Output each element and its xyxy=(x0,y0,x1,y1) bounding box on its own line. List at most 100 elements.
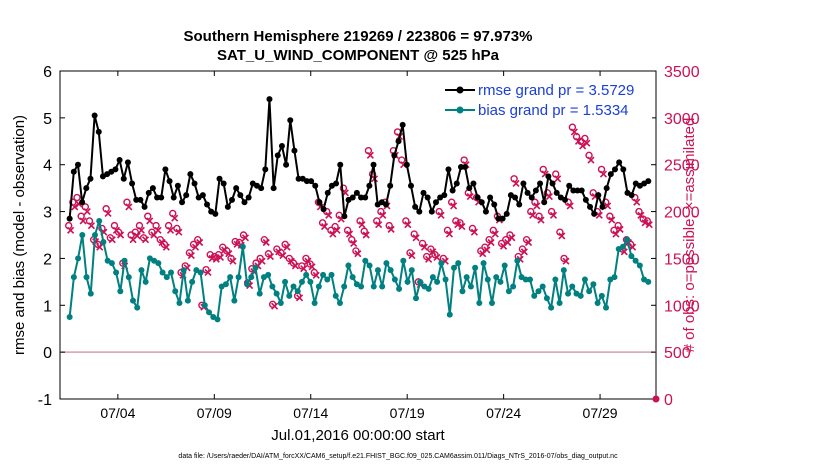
rmse-point xyxy=(266,96,273,103)
bias-point xyxy=(396,285,403,292)
chart-title-line-1: Southern Hemisphere 219269 / 223806 = 97… xyxy=(184,28,533,45)
obs-possible-marker xyxy=(402,217,410,225)
bias-series xyxy=(66,217,652,323)
bias-point xyxy=(581,276,588,283)
obs-assimilated-marker xyxy=(137,226,145,234)
bias-point xyxy=(611,274,618,281)
bias-point xyxy=(624,236,631,243)
obs-assimilated-marker xyxy=(470,228,478,236)
rmse-point xyxy=(303,178,310,185)
rmse-point xyxy=(308,178,315,185)
obs-assimilated-stroke xyxy=(554,175,562,183)
obs-possible-marker xyxy=(589,189,597,197)
footer-data-file: data file: /Users/raeder/DAI/ATM_forcXX/… xyxy=(178,453,618,460)
rmse-point xyxy=(553,189,560,196)
rmse-point xyxy=(91,112,98,119)
bias-point xyxy=(489,299,496,306)
rmse-point xyxy=(145,189,152,196)
rmse-point xyxy=(228,196,235,203)
rmse-point xyxy=(337,161,344,168)
bias-point xyxy=(273,290,280,297)
obs-edge-marker xyxy=(652,395,660,403)
obs-assimilated-marker xyxy=(262,238,270,247)
rmse-point xyxy=(449,187,456,194)
obs-assimilated-stroke xyxy=(279,252,287,260)
bias-point xyxy=(472,264,479,271)
obs-possible-marker xyxy=(185,249,194,257)
bias-point xyxy=(214,316,221,323)
plot-area xyxy=(59,70,657,400)
bias-point xyxy=(569,283,576,290)
rmse-point xyxy=(578,187,585,194)
obs-assimilated-stroke xyxy=(387,225,395,233)
rmse-point xyxy=(566,182,573,189)
rmse-point xyxy=(349,194,356,201)
bias-point xyxy=(75,255,82,262)
rmse-point xyxy=(445,166,452,173)
obs-assimilated-stroke xyxy=(175,228,183,236)
y-axis-left-label: rmse and bias (model - observation) xyxy=(11,115,28,355)
obs-possible-marker xyxy=(522,235,531,244)
obs-possible-marker xyxy=(410,230,418,238)
obs-possible-marker xyxy=(156,235,164,244)
obs-possible-marker xyxy=(560,254,568,263)
obs-possible-marker xyxy=(485,235,493,244)
obs-assimilated-marker xyxy=(558,232,566,240)
obs-assimilated-stroke xyxy=(470,228,478,236)
obs-possible-marker xyxy=(356,217,364,225)
rmse-point xyxy=(595,192,602,199)
bias-point xyxy=(628,253,635,260)
obs-possible-marker xyxy=(518,245,527,253)
obs-assimilated-stroke xyxy=(608,216,616,224)
rmse-point xyxy=(466,185,473,192)
bias-point xyxy=(467,283,474,290)
bias-point xyxy=(531,292,538,299)
obs-assimilated-stroke xyxy=(483,246,491,254)
bias-point xyxy=(425,285,432,292)
bias-point xyxy=(560,267,567,274)
obs-assimilated-stroke xyxy=(266,252,274,261)
rmse-point xyxy=(545,173,552,180)
obs-assimilated-stroke xyxy=(333,226,341,234)
obs-possible-marker xyxy=(635,207,643,216)
bias-point xyxy=(434,278,441,285)
bias-point xyxy=(222,281,229,288)
rmse-point xyxy=(166,178,173,185)
rmse-point xyxy=(66,215,73,222)
obs-assimilated-marker xyxy=(425,255,433,263)
rmse-point xyxy=(587,203,594,210)
rmse-point xyxy=(324,189,331,196)
bias-point xyxy=(252,264,259,271)
rmse-point xyxy=(470,180,477,187)
rmse-point xyxy=(353,189,360,196)
bias-point xyxy=(168,269,175,276)
obs-possible-marker xyxy=(206,250,214,259)
obs-possible-marker xyxy=(506,231,514,239)
rmse-point xyxy=(424,194,431,201)
obs-assimilated-marker xyxy=(216,253,225,262)
rmse-point xyxy=(287,117,294,124)
rmse-point xyxy=(233,185,240,192)
obs-possible-marker xyxy=(219,243,227,251)
rmse-point xyxy=(383,201,390,208)
obs-possible-marker xyxy=(331,222,339,231)
obs-assimilated-stroke xyxy=(537,216,545,224)
obs-possible-marker xyxy=(497,239,506,248)
obs-possible-marker xyxy=(73,193,81,202)
bias-point xyxy=(341,283,348,290)
obs-assimilated-marker xyxy=(320,223,329,231)
obs-assimilated-stroke xyxy=(579,142,587,150)
obs-assimilated-stroke xyxy=(366,151,374,159)
obs-assimilated-stroke xyxy=(562,257,570,265)
bias-point xyxy=(438,260,445,267)
rmse-point xyxy=(129,180,136,187)
legend-rmse-marker xyxy=(456,86,464,94)
rmse-point xyxy=(74,161,81,168)
bias-point xyxy=(121,257,128,264)
rmse-point xyxy=(212,210,219,217)
bias-point xyxy=(459,288,466,295)
rmse-point xyxy=(87,175,94,182)
obs-assimilated-marker xyxy=(241,234,250,242)
rmse-point xyxy=(412,203,419,210)
obs-assimilated-marker xyxy=(279,252,287,260)
